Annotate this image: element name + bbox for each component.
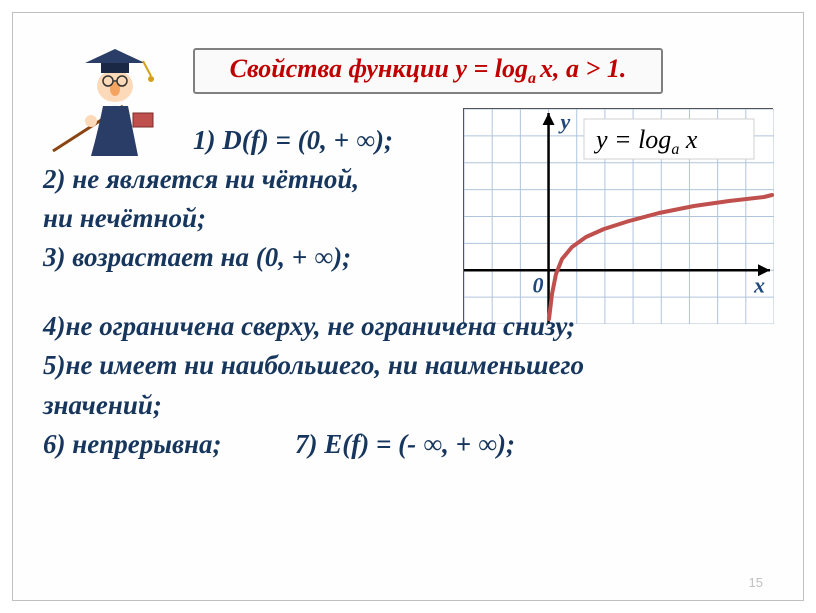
title-sub: a [528, 70, 540, 87]
property-3: 3) возрастает на (0, + ∞); [43, 240, 773, 275]
property-4: 4)не ограничена сверху, не ограничена сн… [43, 309, 773, 344]
title-suffix: x, a > 1. [540, 54, 626, 83]
page-number: 15 [749, 575, 763, 590]
title-prefix: Свойства функции y = log [230, 54, 528, 83]
property-2b: ни нечётной; [43, 201, 773, 236]
property-5a: 5)не имеет ни наибольшего, ни наименьшег… [43, 348, 773, 383]
property-2a: 2) не является ни чётной, [43, 162, 773, 197]
property-6: 6) непрерывна; [43, 429, 222, 459]
property-7: 7) E(f) = (- ∞, + ∞); [295, 429, 515, 459]
properties-list: 1) D(f) = (0, + ∞); 2) не является ни чё… [43, 123, 773, 570]
title-text: Свойства функции y = loga x, a > 1. [230, 54, 627, 83]
property-1: 1) D(f) = (0, + ∞); [193, 123, 773, 158]
slide-frame: Свойства функции y = loga x, a > 1. yx0y… [12, 12, 804, 601]
title-box: Свойства функции y = loga x, a > 1. [193, 48, 663, 94]
property-5b: значений; [43, 388, 773, 423]
property-67: 6) непрерывна; 7) E(f) = (- ∞, + ∞); [43, 427, 773, 462]
